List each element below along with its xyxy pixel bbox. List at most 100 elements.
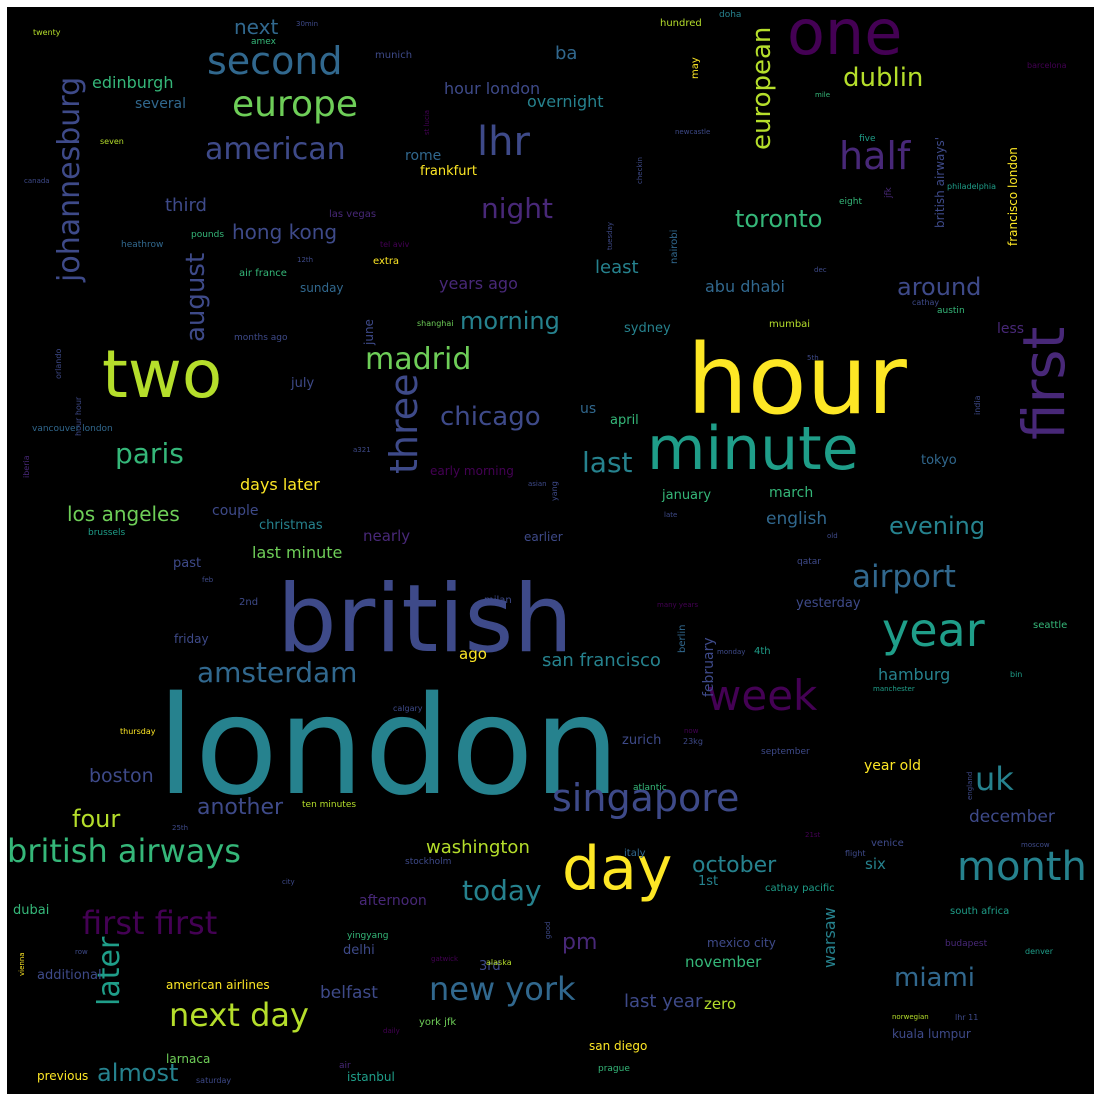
word: now [684, 727, 699, 735]
word: england [966, 771, 974, 800]
word: 5th [807, 354, 819, 362]
word: italy [624, 848, 646, 859]
word: qatar [797, 557, 821, 567]
word: a321 [353, 446, 371, 454]
word: gatwick [431, 955, 459, 963]
word: feb [202, 576, 214, 584]
word: norwegian [892, 1013, 929, 1021]
word: toronto [735, 205, 823, 233]
word: year old [864, 758, 922, 774]
word: seven [100, 137, 124, 146]
word: tokyo [921, 453, 957, 468]
word: 25th [172, 824, 189, 832]
word: san francisco [542, 650, 661, 671]
word: american airlines [166, 978, 270, 992]
word: johannesburg [52, 76, 87, 282]
word: madrid [365, 342, 472, 377]
word: daily [383, 1027, 400, 1035]
word: cathay [912, 298, 940, 307]
word: overnight [527, 92, 604, 111]
word: previous [37, 1069, 89, 1083]
word: austin [937, 306, 965, 316]
word: november [685, 953, 762, 971]
word: airport [852, 559, 956, 595]
word: around [897, 273, 982, 301]
word: chicago [440, 402, 541, 432]
word: third [165, 195, 207, 216]
word: 3rd [479, 959, 501, 974]
word: yang [550, 481, 559, 501]
word: vancouver london [32, 424, 113, 434]
word: additional [37, 968, 102, 983]
word: zero [704, 995, 737, 1013]
word: two [102, 336, 223, 413]
word: manchester [873, 685, 915, 693]
word: air [339, 1061, 351, 1071]
word: twenty [33, 28, 61, 37]
word: british airways' [933, 136, 947, 228]
word: city [282, 878, 295, 886]
word: row [75, 948, 88, 956]
word: tuesday [606, 221, 614, 250]
word: larnaca [166, 1052, 211, 1066]
word: amsterdam [197, 656, 358, 689]
word: british [277, 565, 573, 674]
word: minute [647, 414, 859, 484]
word: march [769, 485, 814, 501]
word: uk [975, 760, 1014, 798]
word: lhr 11 [955, 1013, 979, 1022]
word: istanbul [347, 1070, 395, 1084]
word: pounds [191, 230, 225, 240]
word: friday [174, 632, 209, 646]
word: couple [212, 503, 259, 519]
word: tel aviv [380, 240, 410, 249]
word: dec [814, 266, 827, 274]
word: yesterday [796, 596, 861, 611]
word: least [595, 257, 639, 278]
word: january [662, 488, 712, 503]
word: us [580, 401, 597, 417]
word: asian [528, 480, 547, 488]
word: ba [555, 43, 578, 64]
word: lhr [477, 119, 530, 165]
word: st lucia [423, 109, 431, 135]
word: vienna [18, 952, 26, 976]
word: amex [251, 37, 276, 47]
word: 12th [297, 256, 314, 264]
word: many years [657, 601, 699, 609]
word: denver [1025, 947, 1054, 956]
word: less [997, 321, 1025, 337]
word: mile [815, 91, 831, 99]
word: ago [459, 645, 487, 663]
word: yingyang [347, 931, 389, 941]
word: nearly [363, 527, 411, 545]
word: evening [889, 512, 986, 540]
word: berlin [677, 624, 688, 653]
word: munich [375, 50, 413, 61]
word: april [610, 413, 639, 428]
word: san diego [589, 1039, 648, 1053]
word: five [859, 134, 876, 144]
word: afternoon [359, 893, 427, 909]
word: orlando [54, 348, 63, 379]
word: 1st [698, 874, 719, 889]
word: 23kg [683, 737, 703, 746]
word: last [582, 446, 633, 479]
word: august [181, 252, 211, 342]
word: day [562, 834, 673, 904]
word: month [957, 844, 1087, 890]
word: months ago [234, 333, 288, 343]
word: english [766, 509, 828, 529]
word-cloud: london hour british minute two first one… [7, 7, 1094, 1094]
word: 21st [805, 831, 821, 839]
word: air france [239, 268, 287, 279]
word: paris [115, 437, 184, 470]
word: sydney [624, 321, 671, 336]
word: next day [169, 996, 309, 1034]
word: kuala lumpur [892, 1027, 971, 1041]
word: 4th [754, 646, 771, 657]
word: last minute [252, 543, 343, 562]
word: mexico city [707, 936, 776, 950]
word: london [157, 668, 620, 826]
word: shanghai [417, 319, 454, 328]
